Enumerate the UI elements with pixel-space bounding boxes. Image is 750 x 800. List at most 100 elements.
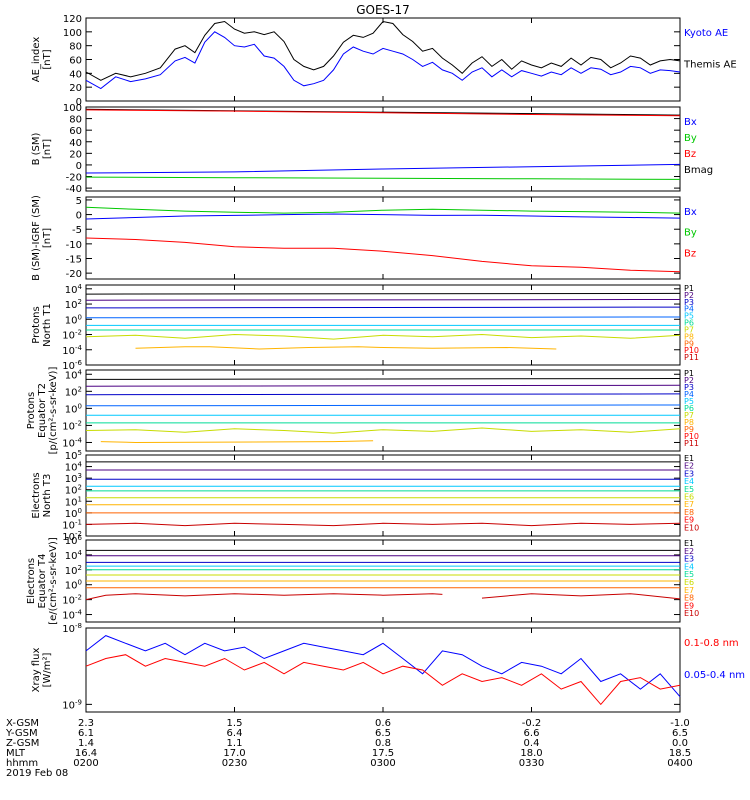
series-bz — [85, 237, 681, 273]
legend-e9: E9 — [684, 516, 694, 525]
legend-p1: P1 — [684, 284, 694, 293]
series-p1 — [85, 378, 681, 380]
y-tick-label: 40 — [69, 138, 82, 149]
y-tick-label: 102 — [65, 564, 82, 577]
legend-p6: P6 — [684, 319, 694, 328]
y-tick-label: 104 — [65, 283, 83, 296]
series-e9 — [85, 593, 443, 601]
footer-value: 6.6 — [524, 728, 540, 739]
panel-8: 10-8 10-9 Xray flux[W/m²] 0.1-0.8 nm 0.05-0.… — [31, 622, 745, 713]
legend-p5: P5 — [684, 312, 694, 321]
legend-e10: E10 — [684, 609, 699, 618]
y-tick-label: 5 — [76, 196, 82, 207]
y-tick-label: 10-2 — [62, 594, 82, 607]
legend-p2: P2 — [684, 376, 694, 385]
y-tick-label: 103 — [65, 472, 82, 485]
y-tick-label: 10-8 — [62, 622, 82, 635]
y-tick-label: 100 — [63, 28, 82, 39]
panel-frame — [85, 17, 681, 102]
series-p7 — [85, 333, 681, 340]
legend-p6: P6 — [684, 404, 694, 413]
panel-frame — [85, 369, 681, 452]
y-tick-label: -15 — [66, 255, 82, 266]
series-by — [85, 206, 681, 214]
y-tick-label: 10-4 — [62, 344, 82, 357]
legend-e8: E8 — [684, 594, 694, 603]
legend-e7: E7 — [684, 586, 694, 595]
footer-value: -0.2 — [522, 718, 542, 729]
panel-frame — [85, 196, 681, 280]
series-themis-ae — [85, 20, 681, 81]
footer-value: 18.5 — [669, 748, 691, 759]
footer-value: -1.0 — [670, 718, 690, 729]
y-tick-label: -5 — [72, 225, 82, 236]
legend-e3: E3 — [684, 555, 694, 564]
legend-e7: E7 — [684, 500, 694, 509]
legend-0.05-0.4-nm: 0.05-0.4 nm — [684, 670, 745, 681]
y-axis-label: ProtonsEquator T2[p/(cm²-s-sr-keV)] — [26, 367, 59, 455]
y-tick-label: 100 — [63, 103, 82, 114]
legend-e5: E5 — [684, 570, 694, 579]
panel-3: 5 0 -5 -10 -15 -20 B (SM)-IGRF (SM)[nT] Bx By Bz — [31, 195, 697, 281]
series-p3 — [85, 306, 681, 309]
y-tick-label: -10 — [66, 240, 82, 251]
legend-e6: E6 — [684, 493, 694, 502]
y-tick-label: 0 — [76, 211, 82, 222]
legend-themis-ae: Themis AE — [683, 60, 737, 71]
y-tick-label: 106 — [65, 534, 83, 547]
y-axis-label: AE_index[nT] — [31, 37, 53, 83]
y-tick-label: 60 — [69, 126, 82, 137]
footer-value: 0230 — [222, 758, 247, 769]
legend-p3: P3 — [684, 298, 694, 307]
y-tick-label: 104 — [65, 461, 83, 474]
legend-p3: P3 — [684, 383, 694, 392]
y-tick-label: -20 — [66, 173, 82, 184]
legend-e10: E10 — [684, 523, 699, 532]
y-tick-label: 104 — [65, 549, 83, 562]
footer-value: 6.5 — [375, 728, 391, 739]
series-p2 — [85, 384, 681, 387]
series-by — [85, 176, 681, 180]
y-tick-label: 80 — [69, 42, 82, 53]
footer-ephemeris: X-GSM 2.3 1.5 0.6 -0.2 -1.0 Y-GSM 6.1 6.4 6.5 6.6 6… — [5, 718, 693, 779]
y-axis-label: B (SM)[nT] — [31, 132, 53, 165]
footer-row-label: Z-GSM — [6, 738, 39, 749]
legend-e1: E1 — [684, 539, 694, 548]
y-tick-label: 100 — [65, 313, 82, 326]
y-tick-label: 10-4 — [62, 609, 82, 622]
legend-e3: E3 — [684, 469, 694, 478]
legend-by: By — [684, 228, 697, 239]
footer-value: 6.4 — [227, 728, 243, 739]
series-p8 — [100, 440, 374, 444]
footer-row-label: Y-GSM — [5, 728, 38, 739]
legend-p5: P5 — [684, 397, 694, 406]
footer-value: 0.4 — [524, 738, 540, 749]
legend-bz: Bz — [684, 149, 696, 160]
footer-value: 1.4 — [78, 738, 94, 749]
panel-1: 120 100 80 60 40 20 0 AE_index[nT] Kyoto AE Themi… — [31, 14, 737, 108]
y-tick-label: 100 — [65, 402, 82, 415]
y-tick-label: 0 — [76, 97, 82, 108]
series-p2 — [85, 299, 681, 301]
footer-value: 18.0 — [520, 748, 542, 759]
y-tick-label: -40 — [66, 184, 82, 195]
y-tick-label: 105 — [65, 449, 82, 462]
y-tick-label: 10-6 — [62, 359, 82, 372]
footer-value: 1.1 — [227, 738, 243, 749]
footer-value: 0200 — [73, 758, 98, 769]
legend-p1: P1 — [684, 369, 694, 378]
legend-e2: E2 — [684, 462, 694, 471]
y-axis-label: Xray flux[W/m²] — [31, 648, 53, 693]
series-0.05-0.4-nm — [85, 635, 681, 698]
y-tick-label: 10-2 — [62, 530, 82, 543]
series-bz — [85, 109, 681, 117]
series-bx — [85, 163, 681, 174]
legend-e6: E6 — [684, 578, 694, 587]
y-tick-label: 120 — [63, 14, 82, 25]
y-tick-label: 20 — [69, 149, 82, 160]
